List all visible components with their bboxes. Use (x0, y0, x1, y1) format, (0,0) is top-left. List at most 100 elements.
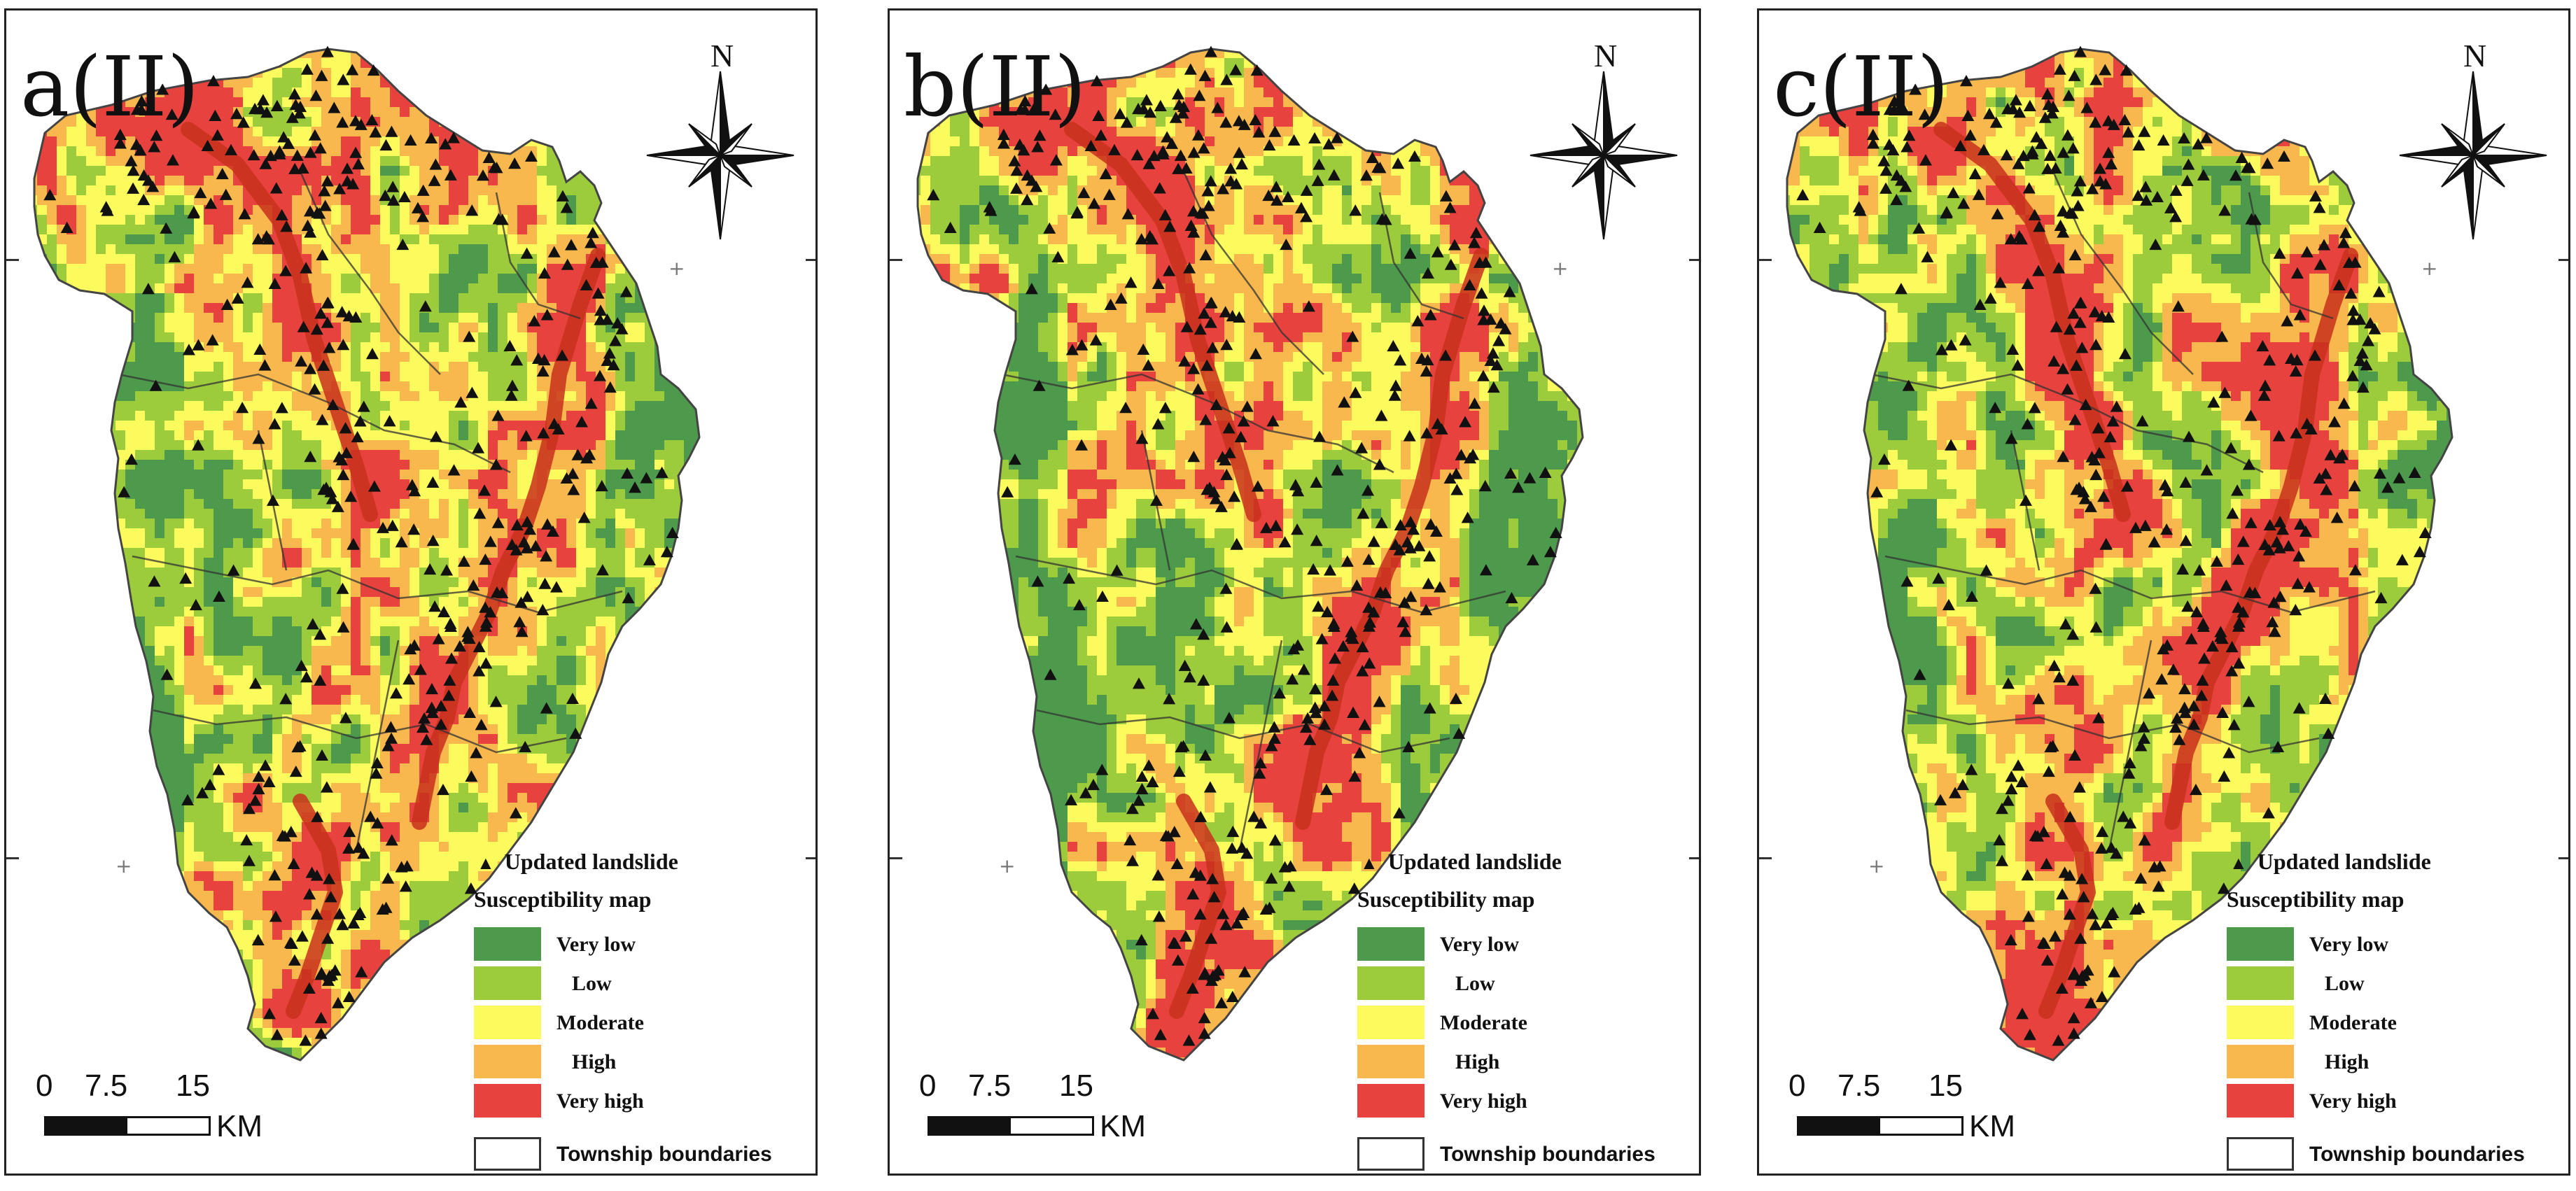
landslide-point (2012, 759, 2025, 771)
legend-class-label: Very low (2309, 933, 2388, 957)
landslide-point (430, 430, 443, 442)
landslide-point (2090, 339, 2103, 351)
landslide-point (135, 104, 148, 115)
landslide-point (1197, 142, 1210, 154)
landslide-point (620, 286, 633, 297)
landslide-point (1223, 446, 1236, 458)
township-boundary (1238, 640, 1283, 851)
landslide-point (269, 910, 282, 922)
landslide-point (2099, 64, 2112, 76)
graticule-tick (890, 857, 902, 859)
landslide-point (1220, 339, 1233, 351)
landslide-point (1312, 600, 1325, 612)
legend-swatch (2227, 1084, 2294, 1118)
landslide-point (2040, 857, 2053, 870)
landslide-point (2418, 526, 2432, 539)
landslide-point (2393, 472, 2406, 484)
landslide-point (2123, 756, 2136, 769)
landslide-point (1420, 365, 1433, 377)
landslide-point (2061, 129, 2074, 141)
landslide-point (478, 484, 491, 496)
landslide-point (1870, 486, 1884, 498)
landslide-point (242, 802, 255, 815)
graticule-tick (806, 857, 816, 859)
landslide-point (2064, 810, 2077, 822)
landslide-point (569, 727, 582, 739)
landslide-point (1993, 833, 2006, 846)
landslide-point (2178, 701, 2191, 713)
landslide-point (2183, 430, 2196, 442)
landslide-point (1240, 847, 1254, 859)
landslide-point (1194, 869, 1207, 881)
landslide-point (1402, 740, 1415, 753)
landslide-point (282, 137, 295, 149)
landslide-point (2381, 481, 2395, 493)
landslide-point (1544, 546, 1557, 558)
landslide-point (1142, 759, 1156, 771)
landslide-point (447, 464, 461, 476)
landslide-point (620, 467, 634, 479)
landslide-point (560, 202, 573, 213)
landslide-point (1284, 860, 1297, 872)
landslide-point (508, 157, 522, 169)
landslide-point (160, 668, 174, 680)
landslide-point (2294, 518, 2307, 530)
landslide-point (288, 162, 302, 174)
landslide-point (1249, 113, 1262, 126)
landslide-point (196, 787, 209, 798)
landslide-point (1320, 783, 1333, 796)
landslide-point (2118, 348, 2132, 360)
landslide-point (2106, 906, 2120, 919)
landslide-point (1315, 633, 1329, 644)
landslide-point (1135, 233, 1148, 245)
landslide-point (1363, 657, 1376, 669)
landslide-point (2022, 182, 2036, 194)
landslide-point (321, 316, 334, 328)
landslide-point (2314, 258, 2327, 270)
landslide-point (1888, 94, 1901, 107)
landslide-point (510, 519, 524, 530)
legend-class-item: Low (474, 966, 796, 1000)
landslide-point (279, 265, 293, 276)
landslide-point (447, 132, 461, 143)
legend-class-item: Very high (474, 1084, 796, 1118)
landslide-point (2057, 226, 2070, 238)
landslide-point (1237, 906, 1250, 919)
legend-swatch (1357, 966, 1424, 1000)
landslide-point (201, 139, 214, 152)
landslide-point (259, 157, 272, 169)
landslide-point (1963, 129, 1977, 141)
landslide-point (1469, 227, 1483, 239)
landslide-point (1945, 439, 1958, 451)
landslide-point (1322, 138, 1336, 150)
landslide-point (284, 826, 298, 838)
landslide-point (1049, 154, 1063, 166)
landslide-point (231, 292, 244, 304)
landslide-point (1202, 199, 1215, 211)
scale-bar-graphic (1797, 1116, 1963, 1136)
landslide-point (1897, 102, 1910, 115)
landslide-point (342, 990, 356, 1003)
landslide-point (310, 323, 323, 335)
scale-unit: KM (1969, 1109, 2015, 1144)
landslide-point (2178, 682, 2191, 695)
legend-swatch (474, 966, 541, 1000)
landslide-point (2132, 139, 2146, 151)
landslide-point (1174, 149, 1187, 161)
landslide-point (1940, 206, 1953, 218)
landslide-point (2302, 581, 2316, 593)
landslide-point (1879, 164, 1893, 176)
landslide-point (1346, 330, 1359, 342)
landslide-point (416, 184, 430, 196)
landslide-point (2079, 398, 2092, 411)
landslide-point (1431, 418, 1444, 430)
landslide-point (1362, 553, 1376, 565)
landslide-point (1163, 265, 1176, 276)
legend-title: Susceptibility map (1357, 887, 1534, 912)
landslide-point (484, 535, 497, 547)
landslide-point (1089, 334, 1102, 346)
landslide-point (2214, 630, 2227, 642)
landslide-point (2104, 157, 2118, 170)
landslide-point (2048, 930, 2062, 942)
landslide-point (1194, 908, 1207, 920)
